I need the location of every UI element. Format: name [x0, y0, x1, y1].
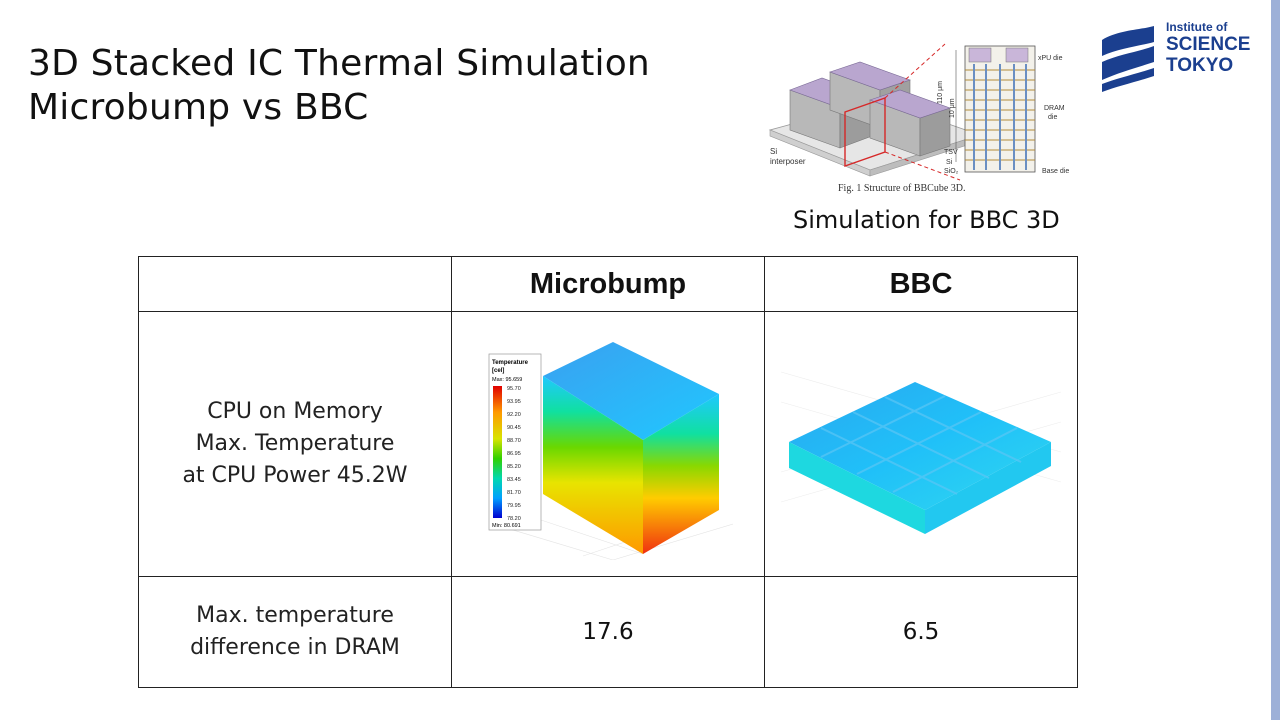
- header-microbump: Microbump: [451, 256, 765, 312]
- cube-right-face: [643, 394, 719, 554]
- label-dim-10: 10 μm: [949, 98, 956, 118]
- row-label-cpu-on-memory: CPU on Memory Max. Temperature at CPU Po…: [138, 311, 452, 577]
- row-label-line: at CPU Power 45.2W: [182, 463, 408, 488]
- label-base-die: Base die: [1042, 168, 1069, 175]
- label-si-interposer-1: Si: [770, 147, 777, 156]
- row-label-line: CPU on Memory: [207, 399, 383, 424]
- logo-text-tokyo: TOKYO: [1166, 55, 1234, 76]
- row-label-temp-diff: Max. temperature difference in DRAM: [138, 576, 452, 688]
- figure-subtitle: Simulation for BBC 3D: [793, 206, 1060, 234]
- legend-tick: 90.45: [507, 425, 521, 431]
- header-bbc: BBC: [764, 256, 1078, 312]
- legend-tick: 92.20: [507, 412, 521, 418]
- microbump-temp-diff-value: 17.6: [451, 576, 765, 688]
- cube-top-face: [543, 342, 719, 440]
- row-label-line: Max. Temperature: [195, 431, 395, 456]
- legend-min: Min: 80.691: [492, 523, 521, 529]
- stack-right: [869, 89, 951, 157]
- legend-tick: 93.95: [507, 399, 521, 405]
- label-tsv: TSV: [944, 149, 958, 156]
- bbc-thermal-map-cell: [764, 311, 1078, 577]
- bbc-top-face: [789, 382, 1051, 510]
- microbump-thermal-map: Temperature [cel] Max: 95.659 95.70 93.9…: [488, 342, 734, 561]
- title-line-1: 3D Stacked IC Thermal Simulation: [28, 43, 650, 84]
- legend-tick: 79.95: [507, 503, 521, 509]
- bbcube-structure-figure: xPU die DRAM die Base die TSV Si SiO₂ Si…: [768, 43, 1069, 181]
- logo-text-institute: Institute of: [1166, 20, 1228, 34]
- legend-tick: 78.20: [507, 516, 521, 522]
- title-line-2: Microbump vs BBC: [28, 87, 369, 128]
- legend-tick: 88.70: [507, 438, 521, 444]
- legend-unit: [cel]: [492, 368, 504, 374]
- institute-logo: Institute of SCIENCE TOKYO: [1100, 20, 1260, 96]
- logo-mark-icon: [1102, 26, 1154, 92]
- legend-tick: 81.70: [507, 490, 521, 496]
- legend-max: Max: 95.659: [492, 377, 522, 383]
- label-si: Si: [946, 159, 953, 166]
- row-label-line: difference in DRAM: [190, 635, 400, 660]
- row-label-line: Max. temperature: [196, 603, 394, 628]
- table-header-row: Microbump BBC: [138, 256, 1078, 312]
- comparison-table: Microbump BBC CPU on Memory Max. Tempera…: [138, 256, 1078, 688]
- label-sio2: SiO₂: [944, 168, 959, 175]
- table-row: CPU on Memory Max. Temperature at CPU Po…: [138, 311, 1078, 577]
- bbc-thermal-map: [780, 371, 1062, 534]
- table-row: Max. temperature difference in DRAM 17.6…: [138, 576, 1078, 688]
- cross-section-detail: [955, 45, 1036, 173]
- label-dram-die: die: [1048, 114, 1057, 121]
- logo-text-science: SCIENCE: [1166, 34, 1251, 55]
- figure-caption: Fig. 1 Structure of BBCube 3D.: [838, 183, 966, 194]
- legend-title: Temperature: [492, 360, 529, 366]
- header-empty-cell: [138, 256, 452, 312]
- cube-left-face: [543, 376, 643, 554]
- legend-color-bar: [493, 386, 502, 518]
- slide-edge-bar: [1271, 0, 1280, 720]
- microbump-thermal-map-cell: Temperature [cel] Max: 95.659 95.70 93.9…: [451, 311, 765, 577]
- legend-tick: 86.95: [507, 451, 521, 457]
- label-xpu: xPU die: [1038, 55, 1063, 62]
- label-si-interposer-2: interposer: [770, 157, 806, 166]
- slide-title: 3D Stacked IC Thermal Simulation Microbu…: [28, 42, 650, 130]
- label-dim-110: 110 μm: [937, 81, 944, 104]
- bbc-left-face: [789, 442, 925, 534]
- legend-tick: 95.70: [507, 386, 521, 392]
- bbc-right-face: [925, 442, 1051, 534]
- label-dram: DRAM: [1044, 105, 1065, 112]
- legend-tick: 83.45: [507, 477, 521, 483]
- bbc-temp-diff-value: 6.5: [764, 576, 1078, 688]
- legend-tick: 85.20: [507, 464, 521, 470]
